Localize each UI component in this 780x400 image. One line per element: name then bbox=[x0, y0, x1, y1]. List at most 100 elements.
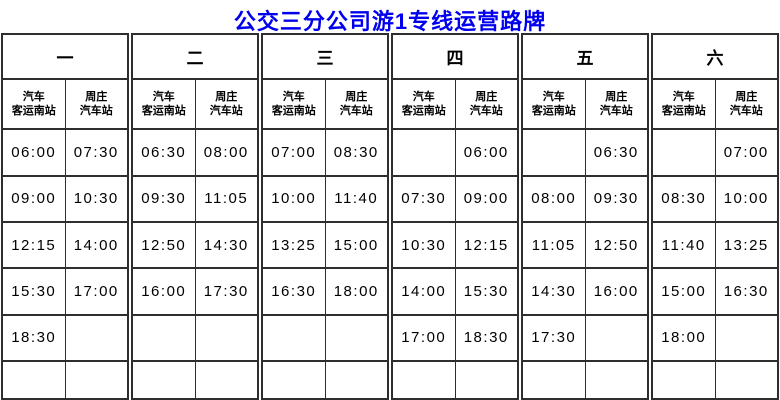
time-cell bbox=[196, 362, 258, 398]
subheader-row: 汽车 客运南站 周庄 汽车站 bbox=[393, 80, 517, 131]
time-cell: 12:15 bbox=[463, 236, 509, 254]
time-row: 07:30 09:00 bbox=[393, 176, 517, 223]
time-cell bbox=[196, 316, 258, 360]
time-row bbox=[133, 315, 258, 362]
time-cell bbox=[326, 316, 388, 360]
time-row: 06:00 bbox=[393, 130, 517, 177]
time-cell: 18:30 bbox=[3, 315, 66, 360]
time-row: 09:30 11:05 bbox=[133, 176, 257, 223]
station-a-line2: 客运南站 bbox=[141, 105, 186, 118]
station-a-header: 汽车 客运南站 bbox=[3, 80, 66, 129]
time-row-partial bbox=[133, 361, 258, 398]
station-a-line2: 客运南站 bbox=[531, 105, 576, 118]
time-row: 08:30 10:00 bbox=[653, 176, 777, 223]
time-cell: 07:30 bbox=[73, 143, 119, 161]
time-row: 18:00 bbox=[653, 315, 777, 362]
time-cell bbox=[716, 362, 778, 398]
subheader-row: 汽车 客运南站 周庄 汽车站 bbox=[133, 80, 257, 131]
time-row: 15:00 16:30 bbox=[653, 269, 777, 316]
time-cell: 08:00 bbox=[203, 143, 249, 161]
day-header: 六 bbox=[653, 35, 777, 81]
time-cell: 11:40 bbox=[653, 222, 716, 268]
station-b-line1: 周庄 bbox=[605, 91, 628, 104]
time-row bbox=[263, 315, 388, 362]
time-cell: 17:00 bbox=[73, 282, 119, 300]
station-a-line1: 汽车 bbox=[282, 91, 305, 104]
day-table-4: 四 汽车 客运南站 周庄 汽车站 06:00 07:30 09:00 10:30… bbox=[391, 33, 519, 400]
time-cell: 15:00 bbox=[333, 236, 379, 254]
station-a-header: 汽车 客运南站 bbox=[653, 80, 716, 129]
time-cell: 15:00 bbox=[653, 269, 716, 314]
station-b-line2: 汽车站 bbox=[729, 105, 763, 118]
time-cell bbox=[456, 362, 518, 398]
station-b-header: 周庄 汽车站 bbox=[66, 80, 128, 128]
time-cell: 09:00 bbox=[463, 190, 509, 208]
station-a-line1: 汽车 bbox=[152, 91, 175, 104]
time-cell bbox=[133, 361, 196, 398]
time-cell: 16:00 bbox=[133, 269, 196, 314]
time-cell: 08:30 bbox=[333, 143, 379, 161]
time-row: 13:25 15:00 bbox=[263, 222, 387, 270]
day-table-6: 六 汽车 客运南站 周庄 汽车站 07:00 08:30 10:00 11:40… bbox=[651, 33, 779, 400]
time-cell: 15:30 bbox=[463, 282, 509, 300]
time-cell: 14:30 bbox=[203, 236, 249, 254]
time-cell: 06:30 bbox=[593, 143, 639, 161]
time-row-partial bbox=[3, 361, 128, 398]
station-a-line1: 汽车 bbox=[22, 91, 45, 104]
time-cell: 08:30 bbox=[653, 176, 716, 221]
time-row: 16:00 17:30 bbox=[133, 269, 257, 316]
time-row: 15:30 17:00 bbox=[3, 269, 127, 316]
time-cell: 06:30 bbox=[133, 130, 196, 175]
time-row: 17:00 18:30 bbox=[393, 315, 517, 362]
time-cell bbox=[263, 361, 326, 398]
station-b-header: 周庄 汽车站 bbox=[326, 80, 388, 128]
day-label: 三 bbox=[316, 49, 334, 69]
time-row: 12:15 14:00 bbox=[3, 222, 127, 270]
time-cell bbox=[393, 361, 456, 398]
time-cell: 18:00 bbox=[333, 282, 379, 300]
time-cell: 10:00 bbox=[723, 190, 769, 208]
time-cell: 18:00 bbox=[653, 315, 716, 360]
time-cell bbox=[66, 316, 128, 360]
time-cell: 06:00 bbox=[463, 143, 509, 161]
time-cell: 08:00 bbox=[523, 176, 586, 221]
time-cell bbox=[3, 361, 66, 398]
station-b-line1: 周庄 bbox=[475, 91, 498, 104]
station-a-line2: 客运南站 bbox=[401, 105, 446, 118]
time-row: 06:00 07:30 bbox=[3, 130, 127, 177]
day-table-2: 二 汽车 客运南站 周庄 汽车站 06:30 08:00 09:30 11:05… bbox=[131, 33, 259, 400]
time-cell bbox=[393, 130, 456, 175]
day-table-1: 一 汽车 客运南站 周庄 汽车站 06:00 07:30 09:00 10:30… bbox=[1, 33, 129, 400]
day-label: 五 bbox=[576, 49, 594, 69]
station-a-line2: 客运南站 bbox=[11, 105, 56, 118]
day-header: 五 bbox=[523, 35, 647, 81]
time-cell: 16:30 bbox=[263, 269, 326, 314]
day-header: 二 bbox=[133, 35, 257, 81]
time-cell: 17:00 bbox=[393, 315, 456, 360]
time-row: 18:30 bbox=[3, 315, 128, 362]
day-label: 二 bbox=[186, 49, 204, 69]
time-row: 14:00 15:30 bbox=[393, 269, 517, 316]
time-cell: 11:05 bbox=[204, 190, 249, 208]
time-cell: 16:30 bbox=[723, 282, 769, 300]
station-a-header: 汽车 客运南站 bbox=[263, 80, 326, 129]
time-row: 07:00 08:30 bbox=[263, 130, 387, 177]
time-cell: 12:50 bbox=[593, 236, 639, 254]
time-row: 07:00 bbox=[653, 130, 777, 177]
page-title: 公交三分公司游1专线运营路牌 bbox=[233, 9, 547, 34]
time-row-partial bbox=[523, 361, 647, 398]
time-cell: 18:30 bbox=[463, 329, 509, 347]
time-cell: 07:30 bbox=[393, 176, 456, 221]
time-row-partial bbox=[263, 361, 387, 398]
station-a-line2: 客运南站 bbox=[661, 105, 706, 118]
station-b-header: 周庄 汽车站 bbox=[716, 80, 778, 128]
time-cell bbox=[523, 361, 586, 398]
station-b-header: 周庄 汽车站 bbox=[586, 80, 648, 128]
time-cell: 09:00 bbox=[3, 176, 66, 221]
timetable: 一 汽车 客运南站 周庄 汽车站 06:00 07:30 09:00 10:30… bbox=[0, 33, 780, 400]
time-row: 08:00 09:30 bbox=[523, 176, 647, 223]
time-cell bbox=[66, 362, 128, 398]
station-b-line2: 汽车站 bbox=[599, 105, 633, 118]
time-row: 10:00 11:40 bbox=[263, 176, 387, 223]
time-cell: 10:00 bbox=[263, 176, 326, 221]
